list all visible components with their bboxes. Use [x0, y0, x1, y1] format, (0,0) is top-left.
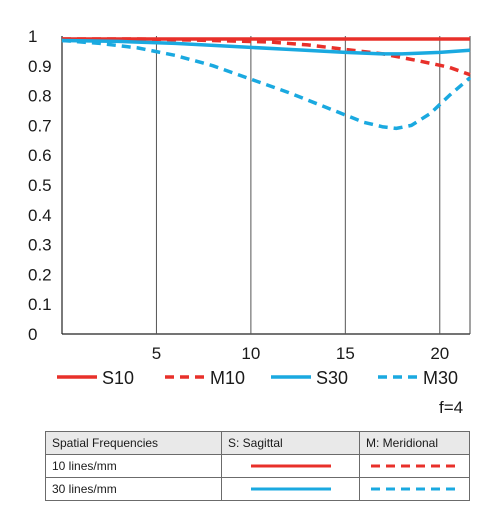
chart-legend: S10 M10 S30 M30 — [57, 368, 458, 388]
row-label: 30 lines/mm — [45, 477, 222, 501]
x-tick-label: 5 — [152, 344, 161, 363]
y-tick-label: 0.9 — [28, 57, 52, 76]
x-tick-label: 15 — [336, 344, 355, 363]
chart-series — [61, 37, 472, 131]
x-tick-labels: 5 10 15 20 — [152, 344, 450, 363]
legend-label: M30 — [423, 368, 458, 388]
y-tick-label: 0.5 — [28, 176, 52, 195]
y-tick-label: 0.2 — [28, 265, 52, 284]
series-line-m10 — [62, 37, 471, 77]
spatial-frequency-table: Spatial Frequencies S: Sagittal M: Merid… — [45, 431, 470, 501]
legend-label: S10 — [102, 368, 134, 388]
header-sagittal: S: Sagittal — [221, 431, 360, 455]
header-spatial-frequencies: Spatial Frequencies — [45, 431, 222, 455]
chart-grid — [61, 36, 471, 335]
table-row: 10 lines/mm — [45, 454, 470, 478]
y-tick-label: 0.8 — [28, 87, 52, 106]
x-tick-label: 10 — [241, 344, 260, 363]
row-label: 10 lines/mm — [45, 454, 222, 478]
y-tick-label: 0.7 — [28, 116, 52, 135]
y-tick-labels: 0 0.1 0.2 0.3 0.4 0.5 0.6 0.7 0.8 0.9 1 — [28, 27, 52, 344]
table-row: 30 lines/mm — [45, 477, 470, 501]
header-meridional: M: Meridional — [359, 431, 470, 455]
y-tick-label: 0 — [28, 325, 37, 344]
x-tick-label: 20 — [430, 344, 449, 363]
sagittal-swatch — [221, 477, 360, 501]
sagittal-swatch — [221, 454, 360, 478]
series-line-s30 — [61, 38, 471, 56]
series-line-m30 — [61, 38, 472, 131]
y-tick-label: 0.3 — [28, 236, 52, 255]
aperture-label: f=4 — [439, 398, 464, 417]
legend-label: M10 — [210, 368, 245, 388]
meridional-swatch — [359, 477, 470, 501]
y-tick-label: 1 — [28, 27, 37, 46]
legend-label: S30 — [316, 368, 348, 388]
mtf-chart: 0 0.1 0.2 0.3 0.4 0.5 0.6 0.7 0.8 0.9 1 5 10 15 20 S1… — [28, 27, 472, 388]
y-tick-label: 0.1 — [28, 295, 52, 314]
meridional-swatch — [359, 454, 470, 478]
y-tick-label: 0.6 — [28, 146, 52, 165]
table-header-row: Spatial Frequencies S: Sagittal M: Merid… — [45, 431, 470, 455]
y-tick-label: 0.4 — [28, 206, 52, 225]
